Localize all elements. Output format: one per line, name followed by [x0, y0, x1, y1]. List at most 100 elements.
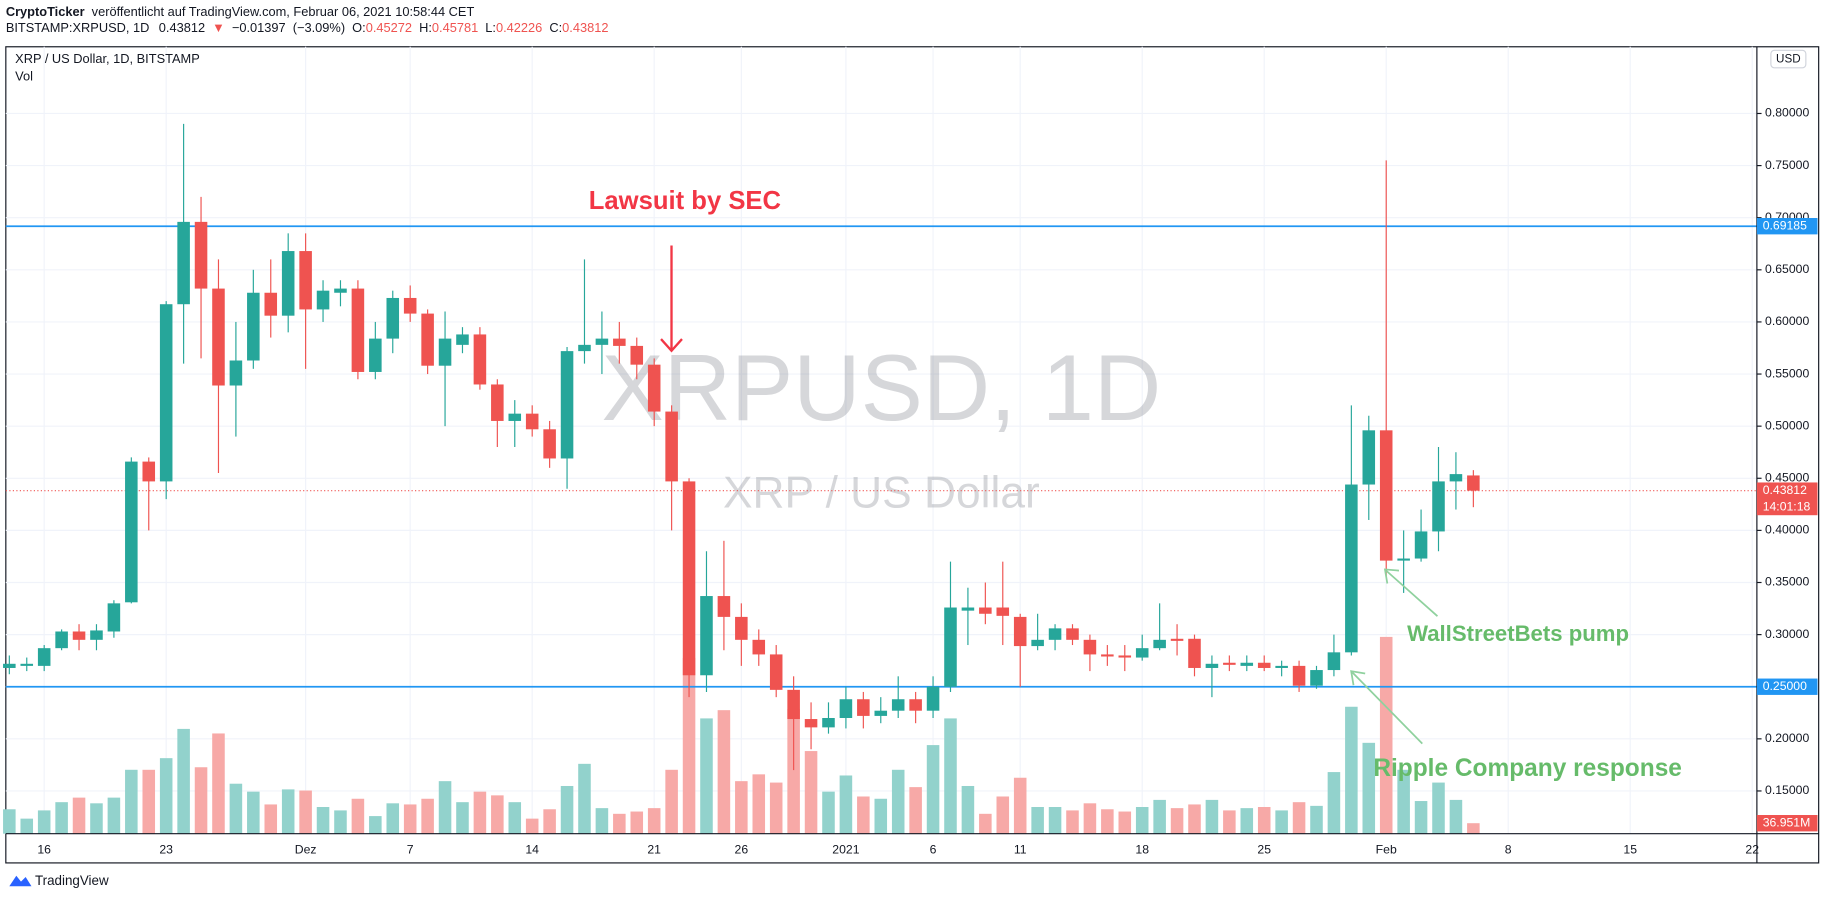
candle-body: [857, 699, 870, 716]
volume-bar: [3, 809, 16, 834]
volume-bar: [595, 808, 609, 834]
currency-button[interactable]: [1770, 49, 1807, 69]
footer: TradingView: [9, 873, 109, 888]
candle-body: [1118, 655, 1132, 658]
candle-body: [874, 710, 888, 716]
candle-body: [1066, 628, 1079, 640]
volume-bar: [1223, 810, 1236, 834]
x-tick-label: 11: [1014, 842, 1027, 856]
candle-body: [1101, 654, 1114, 657]
y-tick-label: 0.60000: [1765, 314, 1809, 328]
volume-bar: [55, 802, 68, 834]
candle-body: [944, 607, 957, 687]
symbol-line: BITSTAMP:XRPUSD, 1D 0.43812 ▼ −0.01397 (…: [6, 21, 609, 36]
volume-bar: [1188, 804, 1201, 834]
volume-bar: [473, 791, 487, 834]
candle-body: [1362, 430, 1376, 485]
candle-body: [1310, 670, 1323, 686]
volume-bar: [1135, 806, 1149, 834]
x-tick-label: 22: [1745, 842, 1759, 856]
volume-bar: [1205, 799, 1219, 834]
volume-bar: [1467, 823, 1480, 834]
candle-body: [456, 334, 469, 345]
candle-body: [299, 251, 312, 310]
volume-bar: [682, 657, 696, 834]
y-tick-label: 0.55000: [1765, 366, 1809, 380]
watermark: XRPUSD, 1D XRP / US Dollar: [602, 335, 1162, 518]
candle-body: [926, 686, 940, 711]
volume-bar: [1414, 801, 1428, 834]
candle-body: [613, 338, 626, 346]
price-tag: [1756, 678, 1818, 695]
x-tick-label: 8: [1505, 842, 1512, 856]
volume-bar: [20, 818, 34, 834]
volume-bar: [1379, 636, 1393, 834]
candle-body: [1083, 639, 1097, 655]
volume-bar: [1449, 799, 1463, 834]
volume-bar: [752, 774, 766, 834]
x-tick-label: 7: [407, 842, 414, 856]
volume-bar: [421, 798, 434, 834]
annotations: Lawsuit by SEC WallStreetBets pump Rippl…: [589, 187, 1682, 782]
volume-bar: [316, 806, 330, 834]
candle-body: [438, 338, 452, 366]
frame: [5, 46, 1820, 864]
candle-body: [578, 344, 591, 352]
y-tick-label: 0.15000: [1765, 783, 1809, 797]
currency[interactable]: USD: [1776, 53, 1801, 66]
volume-bar: [944, 718, 957, 834]
candle-body: [421, 313, 434, 366]
volume-bar: [212, 733, 225, 834]
annotation: Ripple Company response: [1373, 755, 1682, 782]
arrow: [1383, 568, 1439, 617]
y-tick-label: 0.20000: [1765, 731, 1809, 745]
candle-body: [55, 631, 68, 649]
candle-body: [403, 297, 417, 314]
volume-bar: [1257, 806, 1271, 834]
volume-bar: [769, 782, 783, 834]
volume-bar: [142, 769, 156, 834]
candle-body: [839, 699, 853, 718]
annotation: Lawsuit by SEC: [589, 187, 781, 215]
background: [5, 46, 1820, 864]
candle-body: [142, 461, 156, 482]
author: CryptoTicker: [6, 4, 85, 19]
volume-bar: [438, 781, 452, 834]
brand: TradingView: [35, 873, 109, 888]
candle-body: [1240, 662, 1254, 666]
y-tick-label: 0.50000: [1765, 418, 1809, 432]
volume-bar: [665, 769, 678, 834]
header-line: CryptoTicker veröffentlicht auf TradingV…: [6, 4, 475, 19]
y-tick-label: 0.75000: [1765, 158, 1809, 172]
volume-bar: [1310, 805, 1323, 834]
candle-body: [1275, 665, 1288, 668]
symbol: BITSTAMP:XRPUSD, 1D: [6, 21, 150, 36]
y-tick-label: 0.40000: [1765, 523, 1809, 537]
volume-bar: [891, 769, 905, 834]
candle-body: [909, 699, 922, 711]
published: veröffentlicht auf TradingView.com, Febr…: [92, 4, 475, 19]
change: −0.01397: [232, 21, 286, 36]
candle-body: [1013, 616, 1027, 647]
volume-bar: [456, 802, 469, 834]
volume-bar: [107, 797, 121, 834]
price-tag: [1756, 482, 1818, 516]
volume-bar: [700, 718, 713, 834]
candle-body: [1135, 648, 1149, 658]
candle-body: [595, 338, 609, 345]
y-tick-label: 0.30000: [1765, 627, 1809, 641]
volume-bar: [1048, 806, 1062, 834]
volume-bar: [1101, 809, 1114, 834]
volume-bar: [874, 798, 888, 834]
price-tag-label: 0.69185: [1763, 218, 1807, 232]
x-tick-label: 6: [930, 842, 937, 856]
volume-bar: [247, 791, 260, 834]
volume-bar: [1397, 769, 1410, 834]
x-tick-label: 21: [647, 842, 661, 856]
volume-bar: [1118, 811, 1132, 834]
candle-body: [90, 630, 103, 640]
price-tag-label: 0.25000: [1763, 679, 1807, 693]
candle-body: [682, 481, 696, 676]
legend-volume: Vol: [15, 69, 33, 84]
volume-bar: [72, 797, 86, 834]
